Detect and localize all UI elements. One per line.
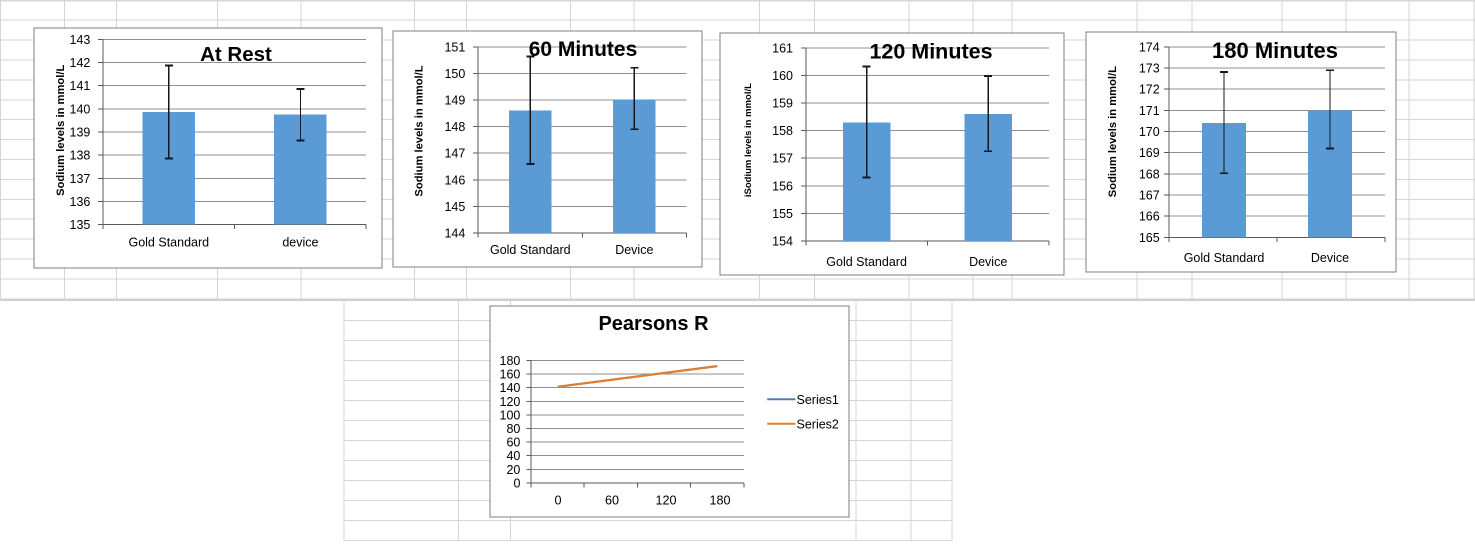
svg-text:146: 146 bbox=[444, 173, 465, 187]
svg-text:40: 40 bbox=[506, 449, 520, 463]
svg-text:180: 180 bbox=[500, 354, 521, 368]
svg-text:0: 0 bbox=[554, 494, 561, 508]
svg-text:Gold Standard: Gold Standard bbox=[490, 243, 571, 257]
svg-text:172: 172 bbox=[1139, 83, 1160, 97]
svg-text:0: 0 bbox=[513, 476, 520, 490]
svg-text:165: 165 bbox=[1139, 231, 1160, 245]
svg-text:60: 60 bbox=[506, 436, 520, 450]
svg-text:155: 155 bbox=[772, 207, 793, 221]
svg-text:154: 154 bbox=[772, 235, 793, 249]
svg-text:Sodium levels in mmol/L: Sodium levels in mmol/L bbox=[1107, 66, 1119, 197]
svg-text:161: 161 bbox=[772, 41, 793, 55]
svg-text:141: 141 bbox=[70, 79, 91, 93]
svg-text:168: 168 bbox=[1139, 167, 1160, 181]
svg-text:173: 173 bbox=[1139, 61, 1160, 75]
svg-text:160: 160 bbox=[772, 69, 793, 83]
svg-text:159: 159 bbox=[772, 97, 793, 111]
svg-text:142: 142 bbox=[70, 56, 91, 70]
svg-text:171: 171 bbox=[1139, 104, 1160, 118]
svg-text:156: 156 bbox=[772, 179, 793, 193]
svg-text:145: 145 bbox=[444, 200, 465, 214]
svg-text:166: 166 bbox=[1139, 210, 1160, 224]
svg-text:device: device bbox=[282, 236, 318, 250]
svg-text:144: 144 bbox=[444, 227, 465, 241]
svg-text:100: 100 bbox=[500, 408, 521, 422]
svg-text:180: 180 bbox=[709, 494, 730, 508]
svg-text:140: 140 bbox=[70, 102, 91, 116]
svg-text:Device: Device bbox=[1311, 251, 1349, 265]
svg-text:170: 170 bbox=[1139, 125, 1160, 139]
svg-text:157: 157 bbox=[772, 152, 793, 166]
svg-text:Series2: Series2 bbox=[797, 417, 839, 431]
svg-text:Device: Device bbox=[969, 255, 1007, 269]
svg-text:150: 150 bbox=[444, 67, 465, 81]
svg-text:120 Minutes: 120 Minutes bbox=[869, 40, 992, 64]
svg-text:143: 143 bbox=[70, 33, 91, 47]
svg-text:140: 140 bbox=[500, 381, 521, 395]
svg-text:Sodium levels in mmol/L: Sodium levels in mmol/L bbox=[55, 65, 67, 196]
svg-text:137: 137 bbox=[70, 172, 91, 186]
svg-text:At Rest: At Rest bbox=[200, 43, 272, 66]
svg-text:151: 151 bbox=[444, 40, 465, 54]
svg-text:149: 149 bbox=[444, 94, 465, 108]
svg-text:160: 160 bbox=[500, 368, 521, 382]
svg-text:120: 120 bbox=[655, 494, 676, 508]
svg-text:136: 136 bbox=[70, 195, 91, 209]
svg-text:158: 158 bbox=[772, 124, 793, 138]
svg-text:180 Minutes: 180 Minutes bbox=[1212, 38, 1338, 63]
svg-text:147: 147 bbox=[444, 147, 465, 161]
svg-text:120: 120 bbox=[500, 395, 521, 409]
svg-text:Series1: Series1 bbox=[797, 393, 839, 407]
svg-text:60: 60 bbox=[605, 494, 619, 508]
svg-text:135: 135 bbox=[70, 218, 91, 232]
svg-text:80: 80 bbox=[506, 422, 520, 436]
svg-text:Gold Standard: Gold Standard bbox=[826, 255, 907, 269]
svg-text:Sodium levels in mmol/L: Sodium levels in mmol/L bbox=[414, 65, 426, 196]
svg-text:138: 138 bbox=[70, 149, 91, 163]
svg-text:139: 139 bbox=[70, 126, 91, 140]
svg-text:148: 148 bbox=[444, 120, 465, 134]
svg-text:Gold Standard: Gold Standard bbox=[128, 236, 209, 250]
svg-text:Gold Standard: Gold Standard bbox=[1184, 251, 1265, 265]
svg-text:Pearsons R: Pearsons R bbox=[598, 313, 709, 335]
svg-text:169: 169 bbox=[1139, 146, 1160, 160]
svg-text:60 Minutes: 60 Minutes bbox=[529, 38, 638, 61]
svg-text:20: 20 bbox=[506, 463, 520, 477]
svg-text:174: 174 bbox=[1139, 40, 1160, 54]
svg-text:167: 167 bbox=[1139, 188, 1160, 202]
svg-text:Device: Device bbox=[615, 243, 653, 257]
svg-text:iSodium levels in mmol/L: iSodium levels in mmol/L bbox=[743, 83, 754, 197]
